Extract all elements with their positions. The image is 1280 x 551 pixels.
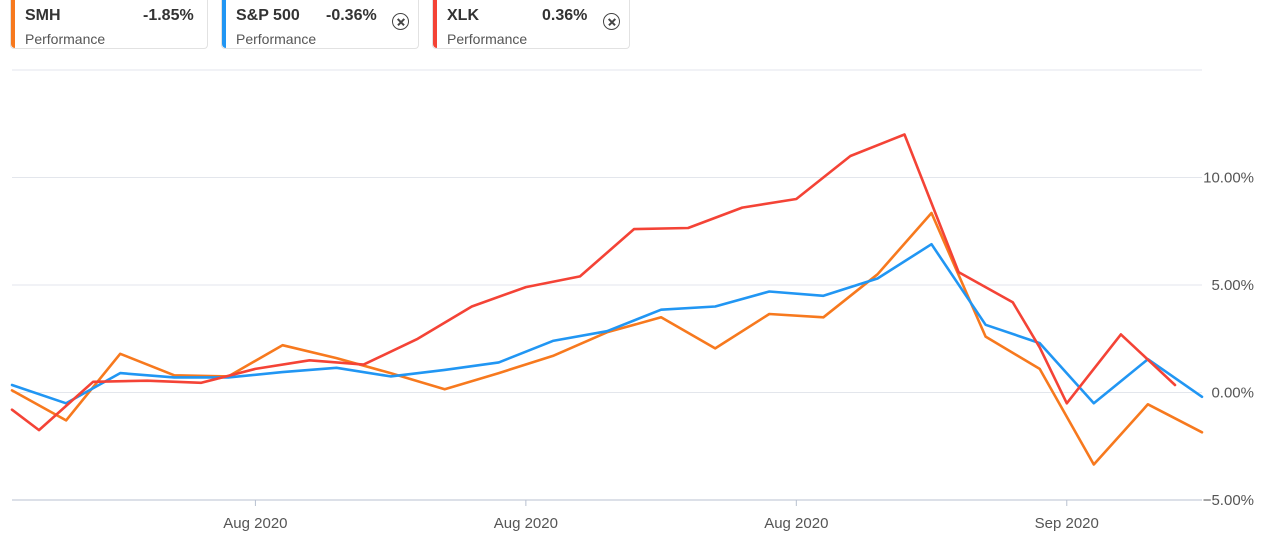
series-symbol: XLK — [447, 7, 479, 24]
series-change: -1.85% — [143, 7, 194, 24]
series-change: 0.36% — [542, 7, 588, 24]
y-tick-label: 0.00% — [1211, 385, 1254, 402]
y-tick-label: 10.00% — [1203, 170, 1254, 187]
series-color-bar — [433, 0, 437, 48]
close-circle-icon[interactable] — [392, 13, 409, 30]
y-tick-label: −5.00% — [1203, 492, 1254, 509]
x-tick-label: Sep 2020 — [1035, 515, 1099, 532]
series-color-bar — [11, 0, 15, 48]
x-tick-label: Aug 2020 — [764, 515, 828, 532]
series-line-xlk — [10, 133, 1177, 432]
series-symbol: SMH — [25, 7, 61, 24]
series-color-bar — [222, 0, 226, 48]
legend-card-smh[interactable]: SMH -1.85% Performance — [10, 0, 208, 49]
y-tick-label: 5.00% — [1211, 277, 1254, 294]
close-circle-icon[interactable] — [603, 13, 620, 30]
series-symbol: S&P 500 — [236, 7, 300, 24]
series-subtitle: Performance — [447, 31, 528, 47]
series-subtitle: Performance — [25, 31, 106, 47]
series-line-sp500 — [10, 242, 1204, 405]
x-tick-label: Aug 2020 — [494, 515, 558, 532]
series-subtitle: Performance — [236, 31, 317, 47]
legend-card-sp500[interactable]: S&P 500 -0.36% Performance — [221, 0, 419, 49]
x-tick-label: Aug 2020 — [223, 515, 287, 532]
legend-card-xlk[interactable]: XLK 0.36% Performance — [432, 0, 630, 49]
series-change: -0.36% — [326, 7, 377, 24]
